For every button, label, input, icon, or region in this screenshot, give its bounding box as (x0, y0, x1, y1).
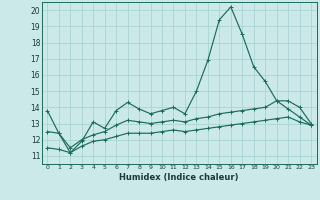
X-axis label: Humidex (Indice chaleur): Humidex (Indice chaleur) (119, 173, 239, 182)
